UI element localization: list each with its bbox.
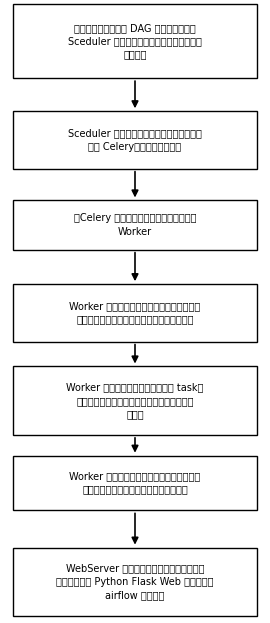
Text: Worker 记录执行日志，并将任务周期内的信
息持久化至数据库，并实时更新任务状态: Worker 记录执行日志，并将任务周期内的信 息持久化至数据库，并实时更新任务… (69, 472, 201, 495)
Text: Sceduler 调度模块将任务列表加载至分布式
队列 Celery，并记录调度策略: Sceduler 调度模块将任务列表加载至分布式 队列 Celery，并记录调度… (68, 128, 202, 151)
FancyBboxPatch shape (14, 548, 256, 616)
FancyBboxPatch shape (14, 201, 256, 250)
Text: WebServer 读取数据库数据，固显至可视化
界面；并通过 Python Flask Web 应用程序与
airflow 进行交互: WebServer 读取数据库数据，固显至可视化 界面；并通过 Python F… (56, 564, 214, 600)
FancyBboxPatch shape (14, 366, 256, 435)
FancyBboxPatch shape (14, 455, 256, 510)
Text: 由Celery 通过队列路定推送任务至指定的
Worker: 由Celery 通过队列路定推送任务至指定的 Worker (74, 214, 196, 237)
Text: 读取装定的任务脚本 DAG 目录路径，设定
Sceduler 调度模块定时获取任务列表，防止
频繁读写: 读取装定的任务脚本 DAG 目录路径，设定 Sceduler 调度模块定时获取任… (68, 23, 202, 59)
FancyBboxPatch shape (14, 111, 256, 169)
Text: Worker 按在务依赖视图，依次执行 task，
并提取触发提醒，和交叉插值，执行设定的回
调请求: Worker 按在务依赖视图，依次执行 task， 并提取触发提醒，和交叉插值，… (66, 383, 204, 419)
Text: Worker 消费接收到的任务，并满足设定的任
务并发执行数，剩余任务依然在队列后中等待: Worker 消费接收到的任务，并满足设定的任 务并发执行数，剩余任务依然在队列… (69, 302, 201, 325)
FancyBboxPatch shape (14, 4, 256, 78)
FancyBboxPatch shape (14, 284, 256, 341)
